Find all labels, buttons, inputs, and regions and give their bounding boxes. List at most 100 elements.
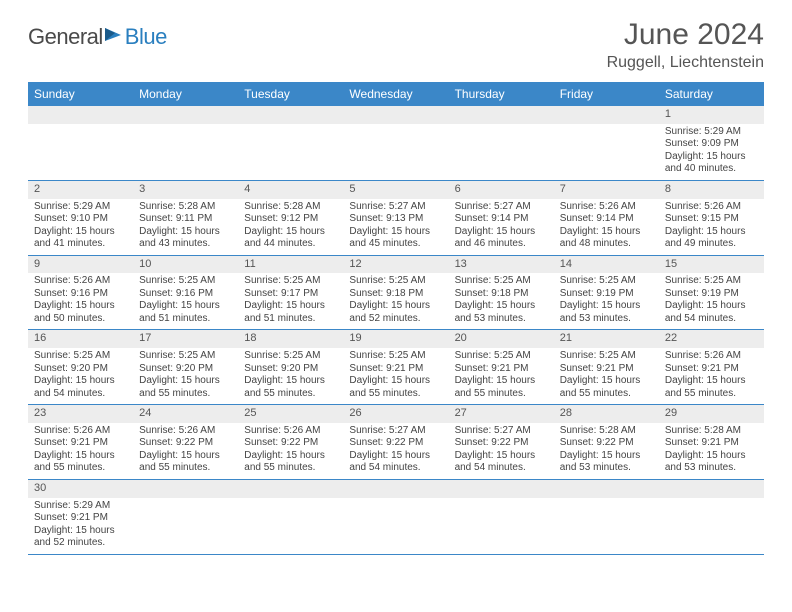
day-cell: 9Sunrise: 5:26 AMSunset: 9:16 PMDaylight… [28, 255, 133, 330]
day-line: and 55 minutes. [244, 388, 337, 401]
day-line: Sunset: 9:11 PM [139, 213, 232, 226]
day-line: Sunset: 9:21 PM [665, 363, 758, 376]
day-number: 23 [28, 405, 133, 423]
day-body: Sunrise: 5:25 AMSunset: 9:21 PMDaylight:… [343, 348, 448, 404]
day-line: and 55 minutes. [139, 388, 232, 401]
day-line: Sunset: 9:18 PM [455, 288, 548, 301]
day-body: Sunrise: 5:27 AMSunset: 9:13 PMDaylight:… [343, 199, 448, 255]
day-cell: 24Sunrise: 5:26 AMSunset: 9:22 PMDayligh… [133, 405, 238, 480]
day-line: Daylight: 15 hours [349, 450, 442, 463]
week-row: 9Sunrise: 5:26 AMSunset: 9:16 PMDaylight… [28, 255, 764, 330]
day-line: Sunrise: 5:28 AM [244, 201, 337, 214]
day-cell [449, 106, 554, 180]
day-line: Sunset: 9:12 PM [244, 213, 337, 226]
day-line: Daylight: 15 hours [560, 300, 653, 313]
week-row: 23 Sunrise: 5:26 AM Sunset: 9:21 PM Dayligh… [28, 405, 764, 480]
day-line: Daylight: 15 hours [34, 375, 127, 388]
day-number: 4 [238, 181, 343, 199]
day-body: Sunrise: 5:27 AMSunset: 9:22 PMDaylight:… [449, 423, 554, 479]
day-line: Sunrise: 5:25 AM [34, 350, 127, 363]
day-cell: 6Sunrise: 5:27 AMSunset: 9:14 PMDaylight… [449, 180, 554, 255]
day-line: Sunrise: 5:26 AM [139, 425, 232, 438]
day-cell [449, 479, 554, 554]
day-line: Sunset: 9:22 PM [349, 437, 442, 450]
logo: General Blue [28, 24, 167, 50]
day-line: Sunrise: 5:25 AM [244, 350, 337, 363]
day-line: Daylight: 15 hours [665, 226, 758, 239]
day-line: Sunset: 9:15 PM [665, 213, 758, 226]
day-body: Sunrise: 5:25 AMSunset: 9:18 PMDaylight:… [343, 273, 448, 329]
day-cell: 26Sunrise: 5:27 AMSunset: 9:22 PMDayligh… [343, 405, 448, 480]
day-line: Sunrise: 5:28 AM [665, 425, 758, 438]
day-body: Sunrise: 5:27 AMSunset: 9:22 PMDaylight:… [343, 423, 448, 479]
page-title: June 2024 [607, 18, 764, 52]
day-body: Sunrise: 5:28 AMSunset: 9:11 PMDaylight:… [133, 199, 238, 255]
day-body: Sunrise: 5:25 AMSunset: 9:20 PMDaylight:… [133, 348, 238, 404]
day-line: Daylight: 15 hours [665, 151, 758, 164]
day-body: Sunrise: 5:28 AMSunset: 9:21 PMDaylight:… [659, 423, 764, 479]
flag-icon [103, 26, 125, 49]
empty-daynum [554, 106, 659, 124]
day-line: and 54 minutes. [665, 313, 758, 326]
empty-daynum [449, 106, 554, 124]
empty-daynum [449, 480, 554, 498]
day-line: Sunrise: 5:27 AM [349, 425, 442, 438]
day-cell [28, 106, 133, 180]
day-line: Daylight: 15 hours [455, 375, 548, 388]
day-line: Sunset: 9:10 PM [34, 213, 127, 226]
day-line: Daylight: 15 hours [455, 300, 548, 313]
day-line: Sunrise: 5:26 AM [665, 350, 758, 363]
day-line: Sunset: 9:21 PM [349, 363, 442, 376]
empty-daynum [238, 106, 343, 124]
day-line: and 55 minutes. [139, 462, 232, 475]
day-line: Sunrise: 5:25 AM [244, 275, 337, 288]
day-cell: 22Sunrise: 5:26 AMSunset: 9:21 PMDayligh… [659, 330, 764, 405]
day-line: Daylight: 15 hours [34, 300, 127, 313]
day-line: Daylight: 15 hours [244, 375, 337, 388]
day-body: Sunrise: 5:26 AMSunset: 9:14 PMDaylight:… [554, 199, 659, 255]
day-line: Sunrise: 5:25 AM [349, 275, 442, 288]
day-line: and 48 minutes. [560, 238, 653, 251]
day-line: Daylight: 15 hours [139, 300, 232, 313]
day-number: 16 [28, 330, 133, 348]
day-line: Sunset: 9:21 PM [34, 512, 127, 525]
day-line: Daylight: 15 hours [349, 375, 442, 388]
day-line: Daylight: 15 hours [34, 525, 127, 538]
empty-daynum [238, 480, 343, 498]
day-number: 26 [343, 405, 448, 423]
day-line: Sunrise: 5:29 AM [665, 126, 758, 139]
logo-text-general: General [28, 24, 103, 50]
empty-daynum [343, 480, 448, 498]
day-line: and 46 minutes. [455, 238, 548, 251]
day-line: and 45 minutes. [349, 238, 442, 251]
day-body: Sunrise: 5:25 AMSunset: 9:21 PMDaylight:… [449, 348, 554, 404]
day-line: Daylight: 15 hours [139, 450, 232, 463]
day-number: 25 [238, 405, 343, 423]
day-line: Sunrise: 5:28 AM [560, 425, 653, 438]
day-line: and 51 minutes. [139, 313, 232, 326]
day-body: Sunrise: 5:28 AMSunset: 9:22 PMDaylight:… [554, 423, 659, 479]
day-number: 13 [449, 256, 554, 274]
day-body: Sunrise: 5:26 AMSunset: 9:22 PMDaylight:… [238, 423, 343, 479]
day-cell: 20Sunrise: 5:25 AMSunset: 9:21 PMDayligh… [449, 330, 554, 405]
day-body: Sunrise: 5:29 AMSunset: 9:09 PMDaylight:… [659, 124, 764, 180]
day-body: Sunrise: 5:25 AMSunset: 9:20 PMDaylight:… [238, 348, 343, 404]
day-line: Daylight: 15 hours [139, 375, 232, 388]
day-line: Sunset: 9:14 PM [455, 213, 548, 226]
day-body: Sunrise: 5:25 AMSunset: 9:21 PMDaylight:… [554, 348, 659, 404]
day-line: Sunrise: 5:29 AM [34, 201, 127, 214]
day-line: and 55 minutes. [244, 462, 337, 475]
day-cell [133, 106, 238, 180]
week-row: 2Sunrise: 5:29 AMSunset: 9:10 PMDaylight… [28, 180, 764, 255]
day-line: Sunrise: 5:25 AM [455, 350, 548, 363]
day-body: Sunrise: 5:26 AMSunset: 9:16 PMDaylight:… [28, 273, 133, 329]
day-number: 18 [238, 330, 343, 348]
day-line: Daylight: 15 hours [560, 450, 653, 463]
day-cell: 23Sunrise: 5:26 AMSunset: 9:21 PMDayligh… [28, 405, 133, 480]
day-body: Sunrise: 5:28 AMSunset: 9:12 PMDaylight:… [238, 199, 343, 255]
day-line: Sunset: 9:09 PM [665, 138, 758, 151]
day-line: Sunset: 9:21 PM [665, 437, 758, 450]
day-cell [554, 479, 659, 554]
weekday-header: Tuesday [238, 82, 343, 106]
day-cell: 15Sunrise: 5:25 AMSunset: 9:19 PMDayligh… [659, 255, 764, 330]
